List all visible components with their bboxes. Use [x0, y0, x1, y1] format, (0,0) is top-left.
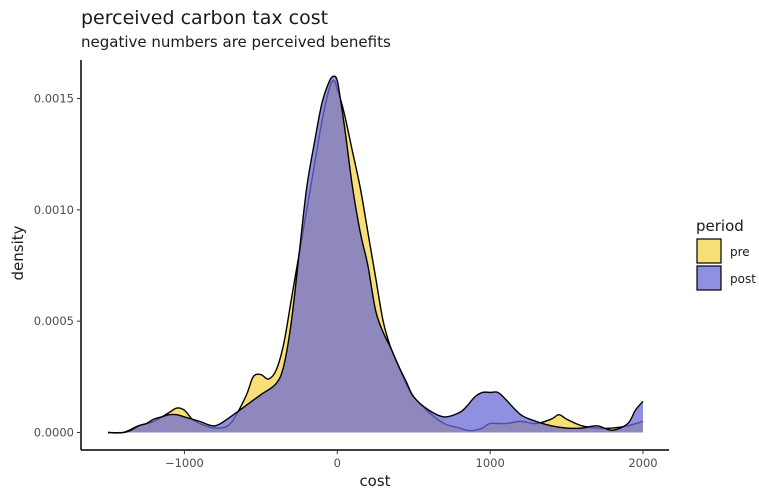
- x-tick-label: −1000: [165, 456, 204, 470]
- legend-label-post: post: [730, 272, 756, 286]
- y-tick-label: 0.0010: [34, 203, 74, 217]
- chart-title: perceived carbon tax cost: [81, 7, 328, 29]
- x-axis-title: cost: [359, 472, 390, 490]
- y-axis-title: density: [9, 225, 27, 280]
- legend-label-pre: pre: [730, 245, 750, 259]
- density-area-post: [108, 76, 643, 433]
- y-tick-label: 0.0000: [34, 426, 74, 440]
- x-tick-label: 0: [334, 456, 341, 470]
- chart-subtitle: negative numbers are perceived benefits: [81, 33, 391, 51]
- y-tick-label: 0.0015: [34, 92, 74, 106]
- legend: period pre post: [696, 217, 756, 291]
- x-tick-label: 1000: [476, 456, 505, 470]
- x-tick-label: 2000: [628, 456, 657, 470]
- plot-area: [107, 75, 644, 434]
- y-axis: 0.0000 0.0005 0.0010 0.0015: [34, 60, 82, 450]
- y-tick-label: 0.0005: [34, 314, 74, 328]
- density-line-post: [107, 75, 644, 434]
- legend-key-post: [696, 265, 722, 291]
- x-axis: −1000 0 1000 2000: [81, 449, 669, 470]
- legend-title: period: [696, 217, 744, 235]
- legend-key-pre: [696, 238, 722, 264]
